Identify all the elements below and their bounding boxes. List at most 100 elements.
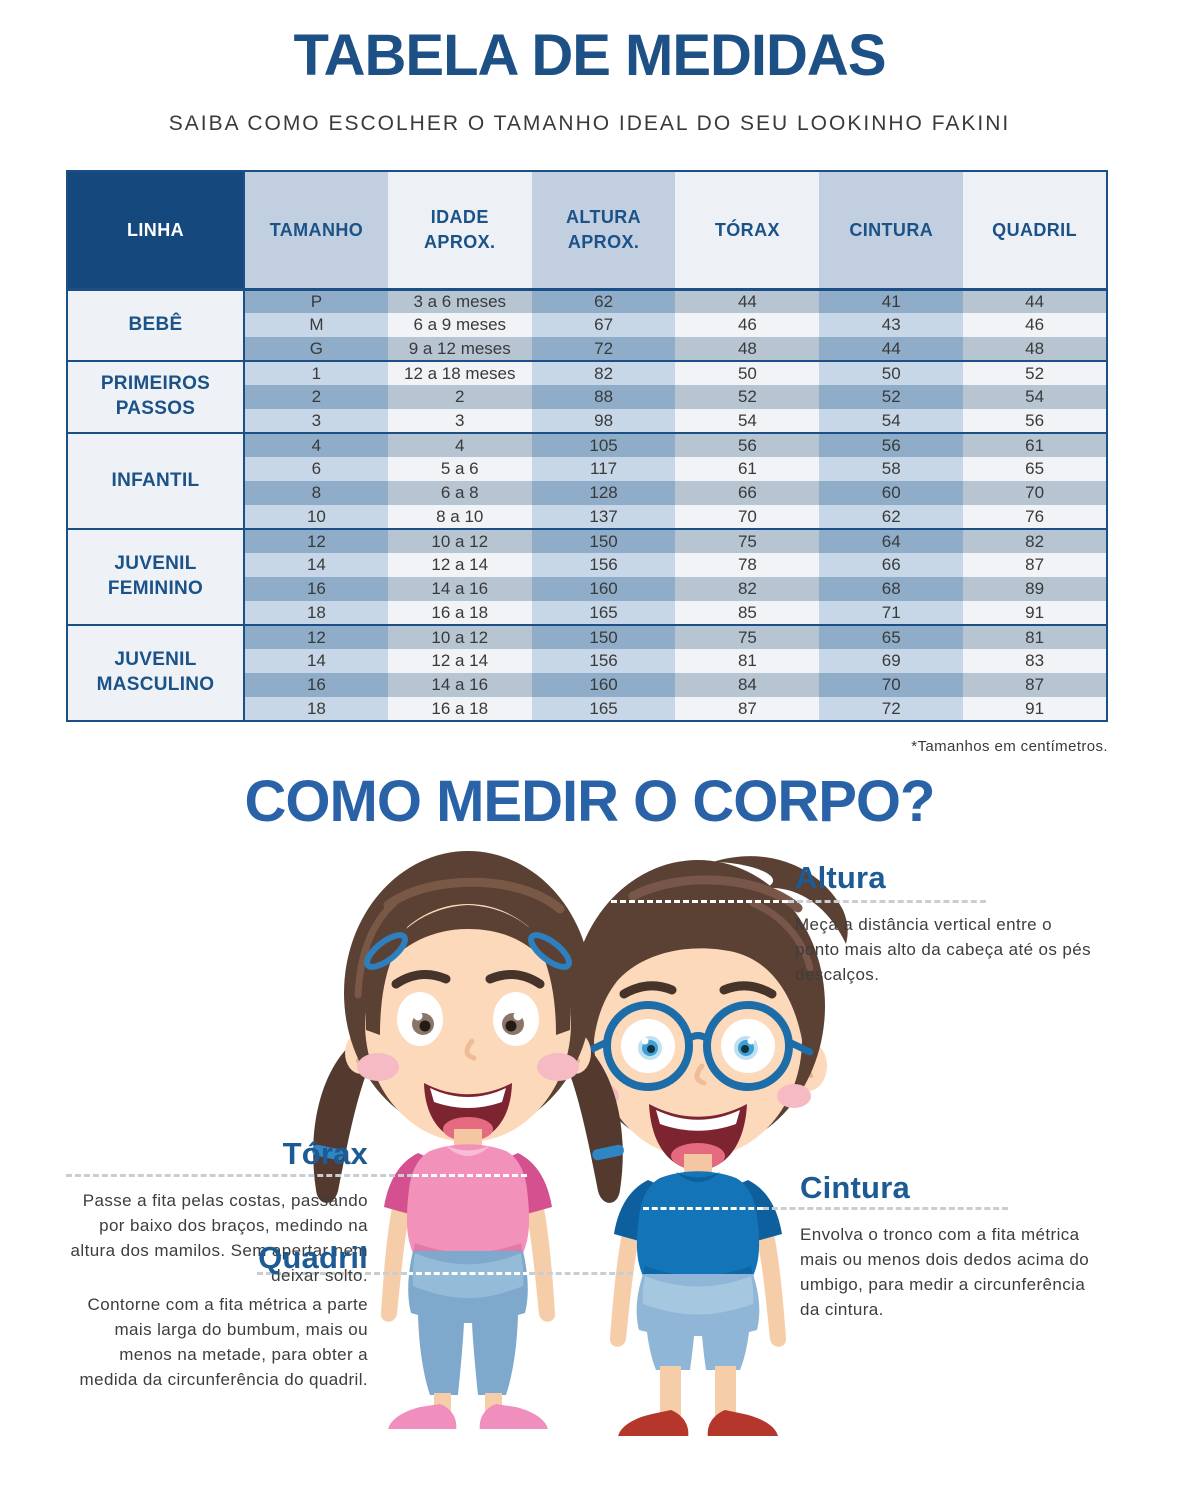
linha-cell: JUVENIL FEMININO	[67, 528, 245, 625]
measure-cell: 160	[531, 577, 676, 601]
measure-cell: 2	[387, 385, 532, 409]
measure-cell: 61	[675, 457, 820, 481]
measure-cell: 117	[531, 457, 676, 481]
girl-hair-locks	[354, 877, 571, 1035]
table-row: 14 12 a 14 156 78 66 87	[67, 553, 1107, 577]
measure-cell: 69	[819, 649, 964, 673]
cintura-line	[643, 1207, 763, 1210]
boy-eyebrows	[619, 981, 777, 999]
measure-cell: 1	[244, 360, 388, 385]
altura-guide: Altura Meça a distância vertical entre o…	[795, 860, 1095, 987]
measure-cell: 54	[963, 385, 1107, 409]
quadril-line	[529, 1272, 633, 1275]
measure-cell: 71	[819, 601, 964, 625]
measure-cell: 6	[244, 457, 388, 481]
table-row: PRIMEIROS PASSOS 1 12 a 18 meses 82 50 50 52	[67, 360, 1107, 433]
measure-cell: 52	[963, 360, 1107, 385]
measure-cell: 46	[963, 313, 1107, 337]
measure-cell: 70	[819, 673, 964, 697]
measure-cell: 105	[531, 432, 676, 457]
girl-eyes	[397, 992, 539, 1046]
linha-cell: PRIMEIROS PASSOS	[67, 360, 245, 433]
measure-cell: 16 a 18	[387, 697, 532, 721]
linha-cell: INFANTIL	[67, 432, 245, 529]
measure-cell: 91	[963, 601, 1107, 625]
table-row: BEBÊ P 3 a 6 meses 62 44 41 44	[67, 288, 1107, 361]
girl-face	[365, 904, 571, 1142]
measure-cell: 14 a 16	[387, 673, 532, 697]
table-row: 18 16 a 18 165 87 72 91	[67, 697, 1107, 721]
measure-cell: 85	[675, 601, 820, 625]
quadril-text: Contorne com a fita métrica a parte mais…	[79, 1295, 368, 1389]
measure-cell: 44	[675, 288, 820, 313]
measure-cell: 156	[531, 553, 676, 577]
measure-cell: 70	[963, 481, 1107, 505]
boy-shorts	[636, 1274, 760, 1370]
girl-nose	[464, 1038, 477, 1061]
linha-cell: BEBÊ	[67, 288, 245, 361]
measure-cell: 137	[531, 505, 676, 529]
measure-cell: 54	[675, 409, 820, 433]
measure-cell: 160	[531, 673, 676, 697]
quadril-line	[257, 1272, 407, 1275]
girl-pants	[408, 1251, 528, 1395]
measure-cell: P	[244, 288, 388, 313]
measure-cell: 82	[531, 360, 676, 385]
boy-legs	[660, 1366, 736, 1416]
girl-blush	[357, 1053, 579, 1081]
torax-text: Passe a fita pelas costas, passando por …	[70, 1191, 368, 1285]
torax-line	[66, 1174, 413, 1177]
measure-cell: 150	[531, 528, 676, 553]
table-row: 14 12 a 14 156 81 69 83	[67, 649, 1107, 673]
boy-shoes	[614, 1410, 782, 1448]
measure-cell: 18	[244, 697, 388, 721]
measure-cell: 82	[675, 577, 820, 601]
measure-cell: 10	[244, 505, 388, 529]
measure-cell: 87	[675, 697, 820, 721]
table-footnote: *Tamanhos em centímetros.	[911, 738, 1108, 755]
size-table: LINHA TAMANHO IDADE APROX. ALTURA APROX. TÓR…	[66, 170, 1108, 722]
quadril-label: Quadril	[258, 1240, 368, 1275]
table-row: 16 14 a 16 160 84 70 87	[67, 673, 1107, 697]
measure-cell: 14 a 16	[387, 577, 532, 601]
measure-cell: 14	[244, 553, 388, 577]
measure-cell: 156	[531, 649, 676, 673]
measure-cell: 12 a 18 meses	[387, 360, 532, 385]
section-title: COMO MEDIR O CORPO?	[244, 769, 936, 834]
measure-cell: G	[244, 337, 388, 361]
measure-cell: 12 a 14	[387, 553, 532, 577]
measure-cell: 10 a 12	[387, 624, 532, 649]
measure-cell: 14	[244, 649, 388, 673]
measure-cell: 56	[819, 432, 964, 457]
measure-cell: 8 a 10	[387, 505, 532, 529]
measure-cell: 10 a 12	[387, 528, 532, 553]
measure-cell: 6 a 8	[387, 481, 532, 505]
boy-face	[594, 922, 802, 1158]
girl-illustration	[312, 851, 624, 1440]
table-row: JUVENIL FEMININO 12 10 a 12 150 75 64 82	[67, 528, 1107, 625]
size-table-body: BEBÊ P 3 a 6 meses 62 44 41 44 M 6 a 9 meses 67 46…	[67, 288, 1107, 721]
table-row: 3 3 98 54 54 56	[67, 409, 1107, 433]
measure-cell: 8	[244, 481, 388, 505]
measure-cell: 84	[675, 673, 820, 697]
column-header: TAMANHO	[244, 171, 388, 291]
measure-cell: 54	[819, 409, 964, 433]
column-header: ALTURA APROX.	[531, 171, 676, 291]
measure-cell: 128	[531, 481, 676, 505]
measure-cell: 76	[963, 505, 1107, 529]
measure-cell: 46	[675, 313, 820, 337]
cintura-line	[763, 1207, 1008, 1210]
girl-pigtails	[312, 1035, 624, 1203]
measure-cell: 68	[819, 577, 964, 601]
girl-shoes	[384, 1404, 552, 1440]
measure-cell: 48	[675, 337, 820, 361]
measure-cell: 44	[963, 288, 1107, 313]
measure-cell: 165	[531, 697, 676, 721]
measure-cell: 56	[675, 432, 820, 457]
altura-line	[788, 900, 986, 903]
measure-cell: 75	[675, 528, 820, 553]
measure-cell: 65	[819, 624, 964, 649]
